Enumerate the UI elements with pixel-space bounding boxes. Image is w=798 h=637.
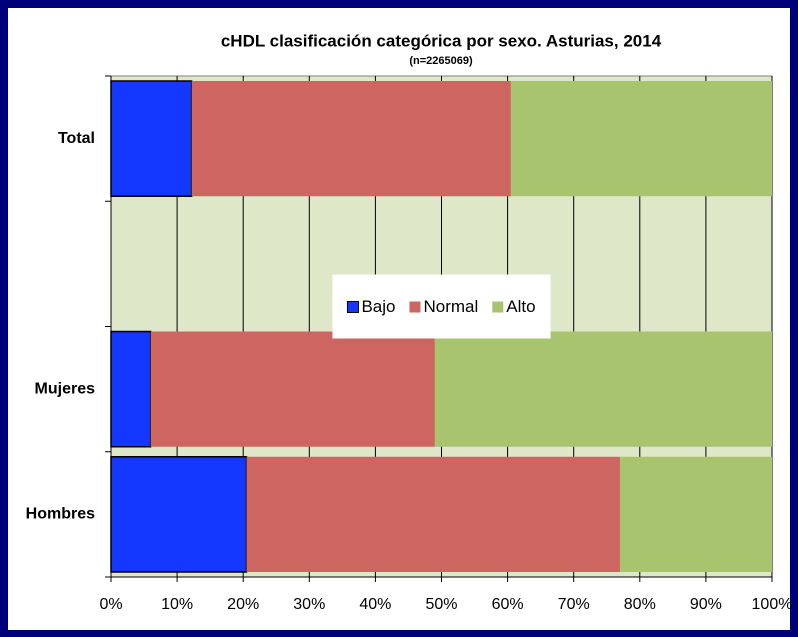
bar-segment [619, 456, 772, 572]
x-tick-label: 90% [690, 596, 722, 613]
chart-subtitle: (n=2265069) [409, 55, 473, 67]
x-tick-label: 60% [492, 596, 524, 613]
bar-segment [246, 456, 620, 572]
legend-swatch [409, 301, 421, 313]
y-tick-label: Hombres [26, 506, 95, 523]
x-tick-label: 40% [359, 596, 391, 613]
bar-segment [434, 331, 772, 447]
legend: Bajo Normal Alto [332, 274, 551, 339]
y-tick-label: Total [58, 130, 95, 147]
x-tick-label: 0% [99, 596, 122, 613]
chart-title: cHDL clasificación categórica por sexo. … [221, 31, 662, 50]
bar-segment [110, 456, 248, 573]
legend-label: Bajo [361, 297, 395, 316]
x-tick-label: 30% [293, 596, 325, 613]
bar-segment [510, 81, 772, 197]
legend-swatch [346, 301, 359, 313]
legend-label: Alto [506, 297, 535, 316]
legend-label: Normal [423, 297, 478, 316]
bar-segment [191, 81, 511, 197]
x-tick-label: 20% [227, 596, 259, 613]
x-tick-label: 10% [161, 596, 193, 613]
x-tick-label: 100% [752, 596, 793, 613]
legend-swatch [492, 301, 504, 313]
x-tick-label: 50% [425, 596, 457, 613]
bar-segment [110, 330, 152, 448]
bar-segment [150, 331, 435, 447]
x-tick-label: 80% [624, 596, 656, 613]
y-tick-label: Mujeres [35, 380, 96, 397]
legend-box [332, 274, 551, 339]
x-tick-label: 70% [558, 596, 590, 613]
bar-segment [110, 80, 193, 197]
